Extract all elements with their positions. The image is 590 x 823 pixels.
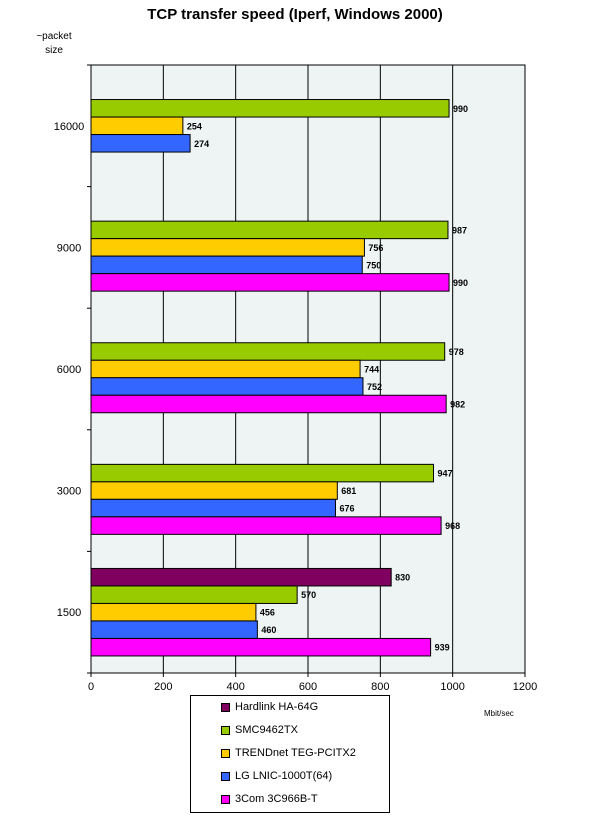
data-label: 676 bbox=[339, 504, 354, 514]
data-label: 681 bbox=[341, 486, 356, 496]
bar bbox=[90, 394, 447, 414]
legend-swatch bbox=[221, 725, 230, 735]
data-label: 939 bbox=[435, 643, 450, 653]
legend-swatch bbox=[221, 702, 230, 712]
chart-title: TCP transfer speed (Iperf, Windows 2000) bbox=[147, 6, 443, 23]
data-label: 830 bbox=[395, 573, 410, 583]
bar bbox=[90, 99, 450, 118]
bar bbox=[90, 342, 446, 361]
bar bbox=[90, 220, 449, 240]
data-label: 752 bbox=[367, 382, 382, 392]
data-label: 987 bbox=[452, 225, 467, 235]
bar bbox=[90, 134, 191, 153]
bar bbox=[90, 585, 298, 604]
data-label: 990 bbox=[453, 104, 468, 114]
x-tick-label: 200 bbox=[154, 681, 172, 693]
bar bbox=[90, 516, 442, 535]
bar bbox=[90, 620, 258, 639]
data-label: 750 bbox=[366, 260, 381, 270]
data-label: 744 bbox=[364, 365, 379, 375]
bar bbox=[90, 567, 392, 587]
legend-swatch bbox=[221, 771, 230, 781]
bar bbox=[90, 463, 434, 483]
bar bbox=[90, 377, 364, 396]
legend-swatch bbox=[221, 794, 230, 804]
legend-label: SMC9462TX bbox=[235, 724, 298, 736]
legend-item: TRENDnet TEG-PCITX2 bbox=[221, 745, 356, 761]
legend-item: 3Com 3C966B-T bbox=[221, 791, 318, 807]
data-label: 254 bbox=[187, 121, 202, 131]
data-label: 990 bbox=[453, 278, 468, 288]
data-label: 460 bbox=[261, 625, 276, 635]
bar bbox=[90, 637, 432, 657]
bar bbox=[90, 273, 450, 292]
bar-chart: 0 200 400 600 800 1000 1200 16000 990 254 274 9000 9… bbox=[54, 64, 537, 693]
bar bbox=[90, 359, 361, 379]
x-axis-unit-label: Mbit/sec bbox=[484, 709, 514, 718]
data-label: 456 bbox=[260, 608, 275, 618]
data-label: 982 bbox=[450, 400, 465, 410]
category-label: 1500 bbox=[57, 607, 81, 619]
legend-label: LG LNIC-1000T(64) bbox=[235, 770, 333, 782]
legend-item: SMC9462TX bbox=[221, 722, 298, 738]
legend-label: TRENDnet TEG-PCITX2 bbox=[235, 747, 356, 759]
category-label: 6000 bbox=[57, 364, 81, 376]
y-axis-label: ~packet size bbox=[28, 30, 80, 58]
legend-label: 3Com 3C966B-T bbox=[235, 793, 318, 805]
bar bbox=[90, 238, 365, 257]
x-tick-label: 1000 bbox=[440, 681, 464, 693]
data-label: 947 bbox=[437, 469, 452, 479]
bar bbox=[90, 498, 336, 518]
bar bbox=[90, 481, 338, 500]
legend-item: LG LNIC-1000T(64) bbox=[221, 768, 332, 784]
data-label: 274 bbox=[194, 139, 209, 149]
x-tick-label: 600 bbox=[299, 681, 317, 693]
category-label: 9000 bbox=[57, 242, 81, 254]
data-label: 756 bbox=[368, 243, 383, 253]
x-tick-label: 800 bbox=[371, 681, 389, 693]
x-tick-label: 400 bbox=[226, 681, 244, 693]
legend-swatch bbox=[221, 748, 230, 758]
legend: Hardlink HA-64G SMC9462TX TRENDnet TEG-PCI… bbox=[190, 695, 390, 813]
legend-item: Hardlink HA-64G bbox=[221, 699, 318, 715]
category-label: 16000 bbox=[54, 121, 85, 133]
category-label: 3000 bbox=[57, 486, 81, 498]
bar bbox=[90, 255, 363, 275]
data-label: 978 bbox=[449, 347, 464, 357]
bar bbox=[90, 116, 184, 136]
legend-label: Hardlink HA-64G bbox=[235, 701, 319, 713]
y-axis-label-line1: ~packet bbox=[36, 31, 72, 42]
bar bbox=[90, 602, 257, 622]
y-axis-label-line2: size bbox=[45, 45, 63, 56]
data-label: 968 bbox=[445, 521, 460, 531]
x-tick-label: 1200 bbox=[513, 681, 537, 693]
data-label: 570 bbox=[301, 590, 316, 600]
x-tick-label: 0 bbox=[88, 681, 94, 693]
